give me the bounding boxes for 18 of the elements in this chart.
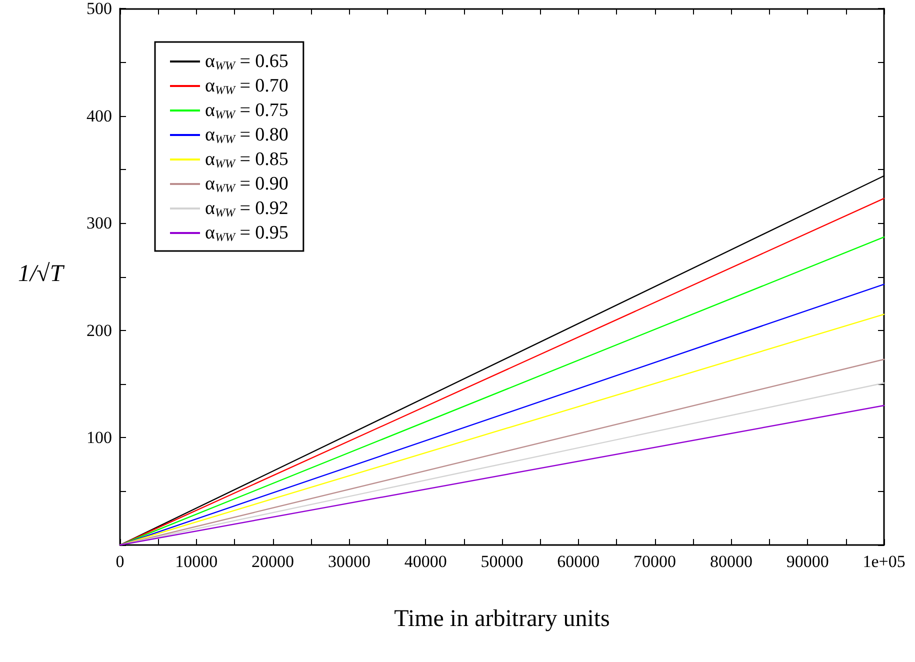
x-tick-label: 90000 xyxy=(786,552,829,571)
x-tick-label: 1e+05 xyxy=(862,552,906,571)
x-tick-label: 60000 xyxy=(557,552,600,571)
x-tick-label: 30000 xyxy=(328,552,370,571)
x-tick-label: 50000 xyxy=(480,552,524,571)
y-tick-label: 100 xyxy=(86,428,112,448)
y-tick-label: 500 xyxy=(86,0,112,18)
x-tick-label: 80000 xyxy=(710,552,752,571)
x-tick-label: 10000 xyxy=(175,552,218,571)
x-tick-label: 70000 xyxy=(634,552,676,571)
x-tick-label: 0 xyxy=(116,552,124,571)
x-tick-label: 20000 xyxy=(252,552,294,571)
y-axis-title: 1/√T xyxy=(18,261,65,287)
y-tick-label: 200 xyxy=(86,320,112,340)
x-axis-title: Time in arbitrary units xyxy=(394,606,610,632)
x-tick-label: 40000 xyxy=(404,552,447,571)
y-tick-label: 400 xyxy=(86,106,112,126)
y-tick-label: 300 xyxy=(86,214,112,233)
